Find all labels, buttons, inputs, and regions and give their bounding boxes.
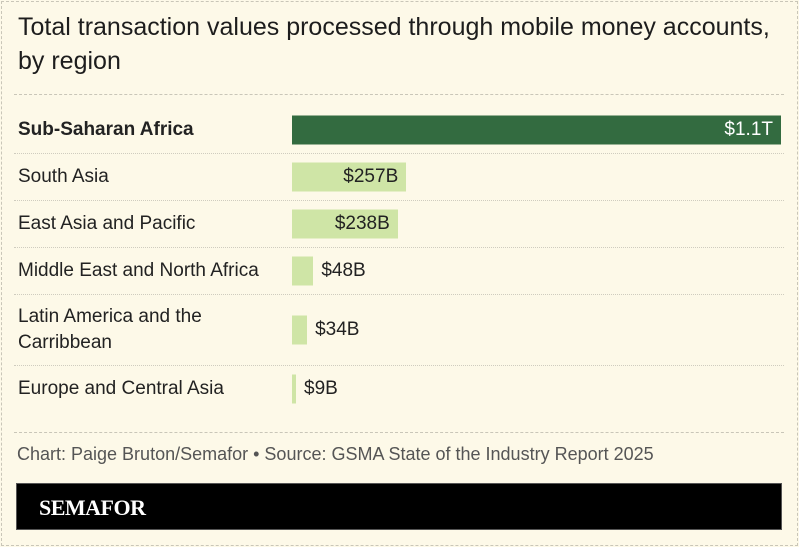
divider — [14, 94, 784, 95]
bar-row: South Asia $257B — [14, 154, 784, 201]
bar — [292, 115, 781, 145]
category-label: South Asia — [18, 166, 109, 187]
bar — [292, 162, 407, 192]
bar-row: Europe and Central Asia $9B — [14, 366, 784, 412]
data-label: $34B — [315, 319, 360, 340]
source-note: Chart: Paige Bruton/Semafor • Source: GS… — [17, 444, 654, 464]
category-label: Europe and Central Asia — [18, 378, 224, 399]
bar-row: Latin America and the Carribbean $34B — [14, 295, 784, 366]
brand-footer: SEMAFOR — [16, 483, 782, 530]
bar-row: East Asia and Pacific $238B — [14, 201, 784, 248]
bar-chart: Sub-Saharan Africa $1.1T South Asia $257B Ea… — [14, 107, 784, 412]
category-label: Middle East and North Africa — [18, 260, 259, 281]
data-label: $48B — [321, 260, 366, 281]
bar-row: Sub-Saharan Africa $1.1T — [14, 107, 784, 154]
bar — [292, 256, 314, 286]
divider — [14, 432, 784, 433]
category-label: Sub-Saharan Africa — [18, 119, 194, 140]
chart-title: Total transaction values processed throu… — [18, 13, 770, 75]
data-label: $238B — [334, 213, 390, 234]
bar — [292, 209, 398, 239]
category-label: Latin America and the Carribbean — [18, 306, 202, 353]
category-label: East Asia and Pacific — [18, 213, 196, 234]
bar — [292, 374, 296, 404]
data-label: $257B — [343, 166, 399, 187]
data-label: $9B — [304, 378, 338, 399]
semafor-logo: SEMAFOR — [39, 495, 146, 520]
bar-row: Middle East and North Africa $48B — [14, 248, 784, 295]
data-label: $1.1T — [724, 119, 773, 140]
bar — [292, 315, 308, 345]
